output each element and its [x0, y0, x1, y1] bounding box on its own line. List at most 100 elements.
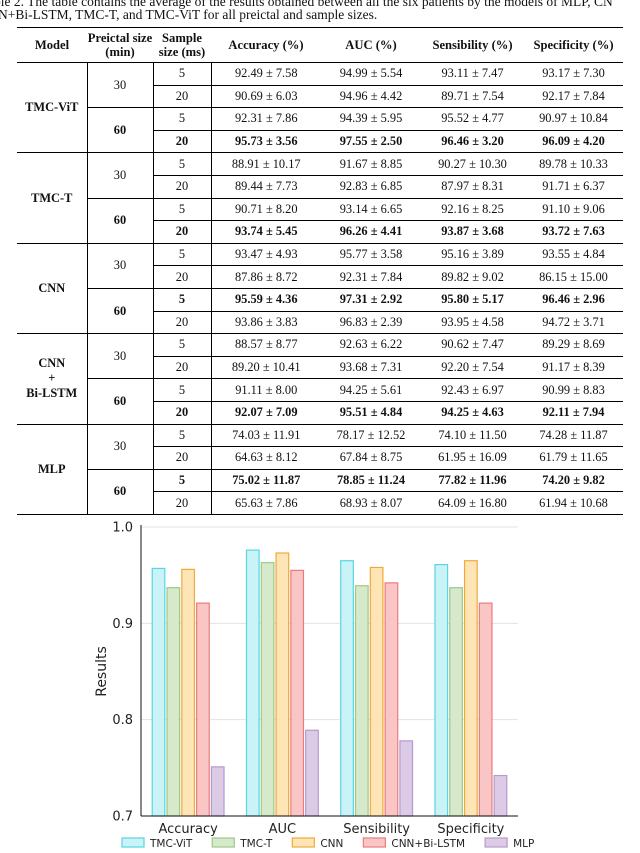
table-row: CNN 30 5 93.47 ± 4.93 95.77 ± 3.58 95.16 ± 3.… — [17, 242, 623, 334]
auc-value-cell: 97.31 ± 2.92 — [321, 287, 421, 312]
specificity-value-cell: 91.17 ± 8.39 — [524, 355, 623, 379]
legend-swatch — [121, 837, 145, 848]
preictal-size-cell: 60 — [87, 468, 154, 515]
table-row: 60 5 91.11 ± 8.00 94.25 ± 5.61 92.43 ± 6.97 9… — [17, 378, 623, 424]
sensibility-value-cell: 74.10 ± 11.50 — [421, 423, 524, 447]
sample-size-cell: 20 — [153, 265, 212, 289]
sensibility-value-cell: 92.43 ± 6.97 — [421, 378, 524, 402]
table-row: 20 89.20 ± 10.41 93.68 ± 7.31 92.20 ± 7.54 9… — [17, 355, 623, 379]
auc-value-cell: 68.93 ± 8.07 — [321, 491, 421, 515]
accuracy-value-cell: 90.71 ± 8.20 — [211, 197, 321, 221]
header-specificity: Specificity (%) — [524, 27, 623, 63]
specificity-value-cell: 94.72 ± 3.71 — [524, 310, 623, 334]
legend-label: MLP — [513, 838, 534, 850]
bar-cnn-accuracy — [181, 568, 196, 817]
legend-swatch — [484, 837, 508, 848]
sample-size-cell: 20 — [153, 355, 212, 379]
accuracy-value-cell: 75.02 ± 11.87 — [211, 468, 321, 492]
caption-line-1: ble 2. The table contains the average of… — [0, 0, 613, 9]
auc-value-cell: 94.96 ± 4.42 — [321, 84, 421, 108]
accuracy-value-cell: 74.03 ± 11.91 — [211, 423, 321, 447]
auc-value-cell: 92.63 ± 6.22 — [321, 333, 421, 357]
x-tick-label: Accuracy — [158, 822, 218, 837]
table-row: 20 95.73 ± 3.56 97.55 ± 2.50 96.46 ± 3.20 96… — [17, 129, 623, 153]
legend-label: TMC-T — [239, 838, 273, 850]
auc-value-cell: 95.51 ± 4.84 — [321, 400, 421, 424]
sample-size-cell: 5 — [153, 107, 212, 131]
sensibility-value-cell: 92.16 ± 8.25 — [421, 197, 524, 221]
model-name-cell: TMC-T — [17, 152, 88, 244]
model-name-cell: CNN — [17, 242, 88, 334]
specificity-value-cell: 93.17 ± 7.30 — [542, 66, 605, 81]
sensibility-value-cell: 93.95 ± 4.58 — [421, 310, 524, 334]
accuracy-value-cell: 88.57 ± 8.77 — [211, 333, 321, 357]
accuracy-value-cell: 95.73 ± 3.56 — [211, 129, 321, 153]
accuracy-value-cell: 91.11 ± 8.00 — [211, 378, 321, 402]
model-name-cell: MLP — [17, 423, 88, 515]
header-preictal: Preictal size (min) — [87, 27, 153, 63]
sensibility-value-cell: 77.82 ± 11.96 — [421, 468, 524, 492]
specificity-value-cell: 61.79 ± 11.65 — [524, 446, 623, 470]
table-row: 60 5 95.59 ± 4.36 97.31 ± 2.92 95.80 ± 5.17 9… — [17, 287, 623, 334]
specificity-value-cell: 74.28 ± 11.87 — [524, 423, 623, 447]
sample-size-cell: 20 — [153, 400, 212, 424]
sensibility-value-cell: 92.20 ± 7.54 — [421, 355, 524, 379]
legend-label: TMC-ViT — [149, 838, 193, 850]
specificity-value-cell: 96.46 ± 2.96 — [524, 287, 623, 312]
table-row: 60 5 92.31 ± 7.86 94.39 ± 5.95 95.52 ± 4.77 9… — [17, 107, 623, 153]
bar-cnn-auc — [275, 552, 290, 817]
bar-cnn-sensibility — [369, 566, 384, 817]
table-row: 20 87.86 ± 8.72 92.31 ± 7.84 89.82 ± 9.02 86… — [17, 265, 623, 289]
specificity-value-cell: 96.09 ± 4.20 — [524, 129, 623, 153]
results-bar-chart: 0.7 0.8 0.9 1.0 Accuracy AUC Sensibility Specif… — [94, 521, 534, 851]
preictal-size-cell: 60 — [87, 378, 154, 424]
accuracy-value-cell: 65.63 ± 7.86 — [211, 491, 321, 515]
auc-value-cell: 94.99 ± 5.54 — [339, 66, 403, 81]
auc-value-cell: 97.55 ± 2.50 — [321, 129, 421, 153]
preictal-size-cell: 30 — [87, 333, 154, 379]
auc-value-cell: 93.14 ± 6.65 — [321, 197, 421, 221]
sensibility-value-cell: 90.27 ± 10.30 — [421, 152, 524, 176]
specificity-value-cell: 93.55 ± 4.84 — [524, 242, 623, 266]
auc-value-cell: 91.67 ± 8.85 — [321, 152, 421, 176]
auc-value-cell: 78.85 ± 11.24 — [321, 468, 421, 492]
sensibility-value-cell: 90.62 ± 7.47 — [421, 333, 524, 357]
specificity-value-cell: 91.71 ± 6.37 — [524, 174, 623, 199]
table-row: 20 64.63 ± 8.12 67.84 ± 8.75 61.95 ± 16.09 6… — [17, 446, 623, 470]
y-tick-label: 0.9 — [112, 617, 133, 632]
bar-tmc-t-sensibility — [354, 585, 369, 817]
sample-size-cell: 5 — [153, 242, 212, 266]
header-sample-text: Sample size (ms) — [158, 31, 206, 59]
bar-mlp-auc — [305, 729, 319, 817]
bar-cnn-bi-lstm-specificity — [478, 602, 493, 817]
specificity-value-cell: 89.78 ± 10.33 — [524, 152, 623, 176]
specificity-value-cell: 93.72 ± 7.63 — [524, 220, 623, 244]
accuracy-value-cell: 88.91 ± 10.17 — [211, 152, 321, 176]
specificity-value-cell: 91.10 ± 9.06 — [524, 197, 623, 221]
y-tick-label: 0.7 — [112, 810, 133, 825]
model-name-cell: CNN + Bi-LSTM — [17, 333, 88, 424]
table-row: 20 93.86 ± 3.83 96.83 ± 2.39 93.95 ± 4.58 94… — [17, 310, 623, 334]
auc-value-cell: 67.84 ± 8.75 — [321, 446, 421, 470]
sample-size-cell: 20 — [153, 84, 212, 108]
auc-value-cell: 78.17 ± 12.52 — [321, 423, 421, 447]
sample-size-cell: 20 — [153, 310, 212, 334]
sample-size-cell: 20 — [153, 446, 212, 470]
specificity-value-cell: 92.17 ± 7.84 — [524, 84, 623, 108]
legend-swatch — [362, 837, 386, 848]
accuracy-value-cell: 87.86 ± 8.72 — [211, 265, 321, 289]
bar-tmc-vit-sensibility — [340, 560, 354, 817]
preictal-size-cell: 30 — [87, 423, 154, 470]
sensibility-value-cell: 94.25 ± 4.63 — [421, 400, 524, 424]
auc-value-cell: 96.83 ± 2.39 — [321, 310, 421, 334]
y-tick-label: 1.0 — [112, 521, 133, 536]
bar-mlp-sensibility — [399, 740, 414, 817]
x-tick-label: Sensibility — [343, 822, 410, 837]
bar-cnn-bi-lstm-sensibility — [384, 582, 399, 817]
legend-swatch — [211, 837, 235, 848]
bar-tmc-vit-accuracy — [151, 567, 166, 817]
accuracy-value-cell: 89.44 ± 7.73 — [211, 174, 321, 199]
accuracy-value-cell: 95.59 ± 4.36 — [211, 287, 321, 312]
sample-size-cell: 5 — [153, 152, 212, 176]
legend-label: CNN+Bi-LSTM — [391, 838, 465, 850]
